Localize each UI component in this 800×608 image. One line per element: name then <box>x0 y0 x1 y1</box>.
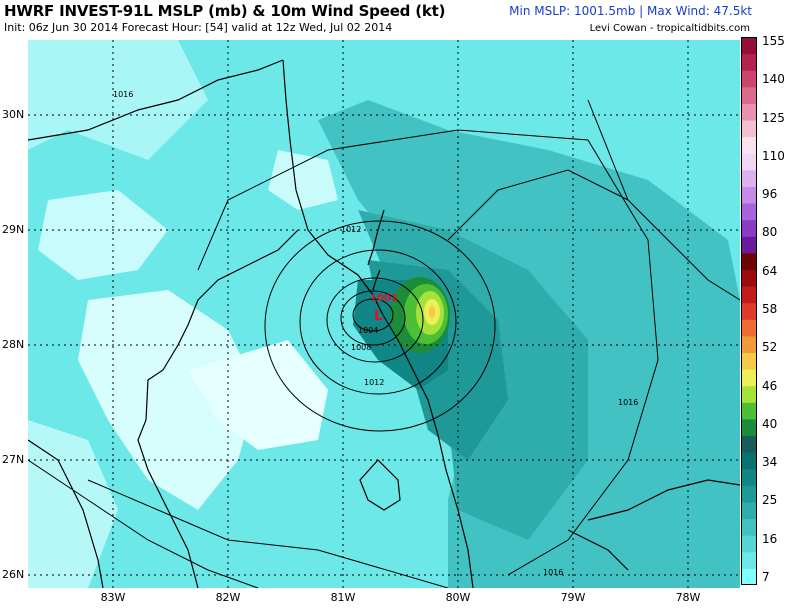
colorbar-swatch <box>741 120 757 138</box>
colorbar-swatch <box>741 269 757 287</box>
colorbar-label: 7 <box>762 570 770 584</box>
colorbar-label: 46 <box>762 378 778 393</box>
isobar-label: 1004 <box>358 326 378 335</box>
colorbar-label: 25 <box>762 493 778 508</box>
colorbar-border <box>741 37 757 585</box>
lon-label: 80W <box>445 591 471 604</box>
isobar-label: 1008 <box>351 343 371 352</box>
lon-label: 83W <box>100 591 126 604</box>
colorbar-swatch <box>741 169 757 187</box>
colorbar-label: 34 <box>762 455 778 470</box>
colorbar-swatch <box>741 286 757 304</box>
page-title: HWRF INVEST-91L MSLP (mb) & 10m Wind Spe… <box>4 2 446 20</box>
colorbar-swatch <box>741 385 757 403</box>
light-wind-region <box>28 420 118 588</box>
isobar-label: 1016 <box>618 398 638 407</box>
lat-label: 29N <box>2 223 25 236</box>
header: HWRF INVEST-91L MSLP (mb) & 10m Wind Spe… <box>0 0 800 40</box>
isobars <box>28 99 740 588</box>
colorbar-label: 155 <box>762 34 785 48</box>
lat-label: 30N <box>2 108 25 121</box>
colorbar-swatch <box>741 352 757 370</box>
lat-lon-grid <box>28 40 740 588</box>
credit-line: Levi Cowan - tropicaltidbits.com <box>589 23 750 34</box>
colorbar-swatch <box>741 153 757 171</box>
colorbar-swatch <box>741 37 757 55</box>
colorbar-label: 140 <box>762 72 785 87</box>
colorbar-swatch <box>741 86 757 104</box>
colorbar-swatch <box>741 103 757 121</box>
lon-label: 78W <box>675 591 701 604</box>
forecast-subtitle: Init: 06z Jun 30 2014 Forecast Hour: [54… <box>4 21 393 34</box>
colorbar-label: 16 <box>762 531 778 546</box>
low-pressure-label: 1002 <box>370 293 398 304</box>
colorbar-swatch <box>741 53 757 71</box>
colorbar-swatch <box>741 319 757 337</box>
colorbar-swatch <box>741 501 757 520</box>
colorbar-label: 125 <box>762 110 785 125</box>
colorbar-swatch <box>741 435 757 453</box>
colorbar-swatch <box>741 236 757 254</box>
isobar-label: 1012 <box>364 378 384 387</box>
colorbar-swatch <box>741 186 757 204</box>
isobar-label: 1016 <box>113 90 133 99</box>
isobar-label: 1016 <box>543 568 563 577</box>
colorbar-swatch <box>741 369 757 387</box>
lon-label: 79W <box>560 591 586 604</box>
colorbar-swatch <box>741 252 757 270</box>
colorbar-swatch <box>741 219 757 237</box>
colorbar-label: 40 <box>762 416 778 431</box>
colorbar-swatch <box>741 468 757 486</box>
colorbar-label: 80 <box>762 225 778 240</box>
wind-speed-map: 1004 1008 1012 1012 1016 1016 1016 1002 … <box>28 40 740 588</box>
colorbar <box>741 37 757 585</box>
light-wind-region <box>38 190 168 280</box>
wind-core <box>429 306 435 318</box>
colorbar-swatch <box>741 418 757 437</box>
coastline <box>28 59 740 588</box>
lat-label: 26N <box>2 568 25 581</box>
min-max-stats: Min MSLP: 1001.5mb | Max Wind: 47.5kt <box>509 4 752 18</box>
light-wind-region <box>78 290 258 510</box>
lat-label: 27N <box>2 453 25 466</box>
colorbar-swatch <box>741 535 757 553</box>
colorbar-swatch <box>741 518 757 536</box>
colorbar-label: 96 <box>762 187 778 202</box>
lon-label: 81W <box>330 591 356 604</box>
isobar-label: 1012 <box>341 225 361 234</box>
lat-label: 28N <box>2 338 25 351</box>
boundary-lines <box>87 169 629 588</box>
colorbar-swatch <box>741 402 757 420</box>
colorbar-label: 64 <box>762 263 778 278</box>
colorbar-swatch <box>741 335 757 354</box>
light-wind-region <box>188 340 328 450</box>
lon-label: 82W <box>215 591 241 604</box>
colorbar-label: 58 <box>762 302 778 316</box>
colorbar-swatch <box>741 302 757 320</box>
colorbar-label: 110 <box>762 148 785 163</box>
colorbar-swatch <box>741 485 757 503</box>
colorbar-swatch <box>741 452 757 470</box>
light-wind-region <box>28 40 208 160</box>
colorbar-swatch <box>741 70 757 88</box>
low-pressure-marker: L <box>374 308 383 324</box>
colorbar-label: 52 <box>762 340 778 355</box>
colorbar-swatch <box>741 136 757 154</box>
light-wind-region <box>268 150 338 210</box>
colorbar-swatch <box>741 551 757 569</box>
colorbar-swatch <box>741 568 757 585</box>
colorbar-swatch <box>741 203 757 221</box>
